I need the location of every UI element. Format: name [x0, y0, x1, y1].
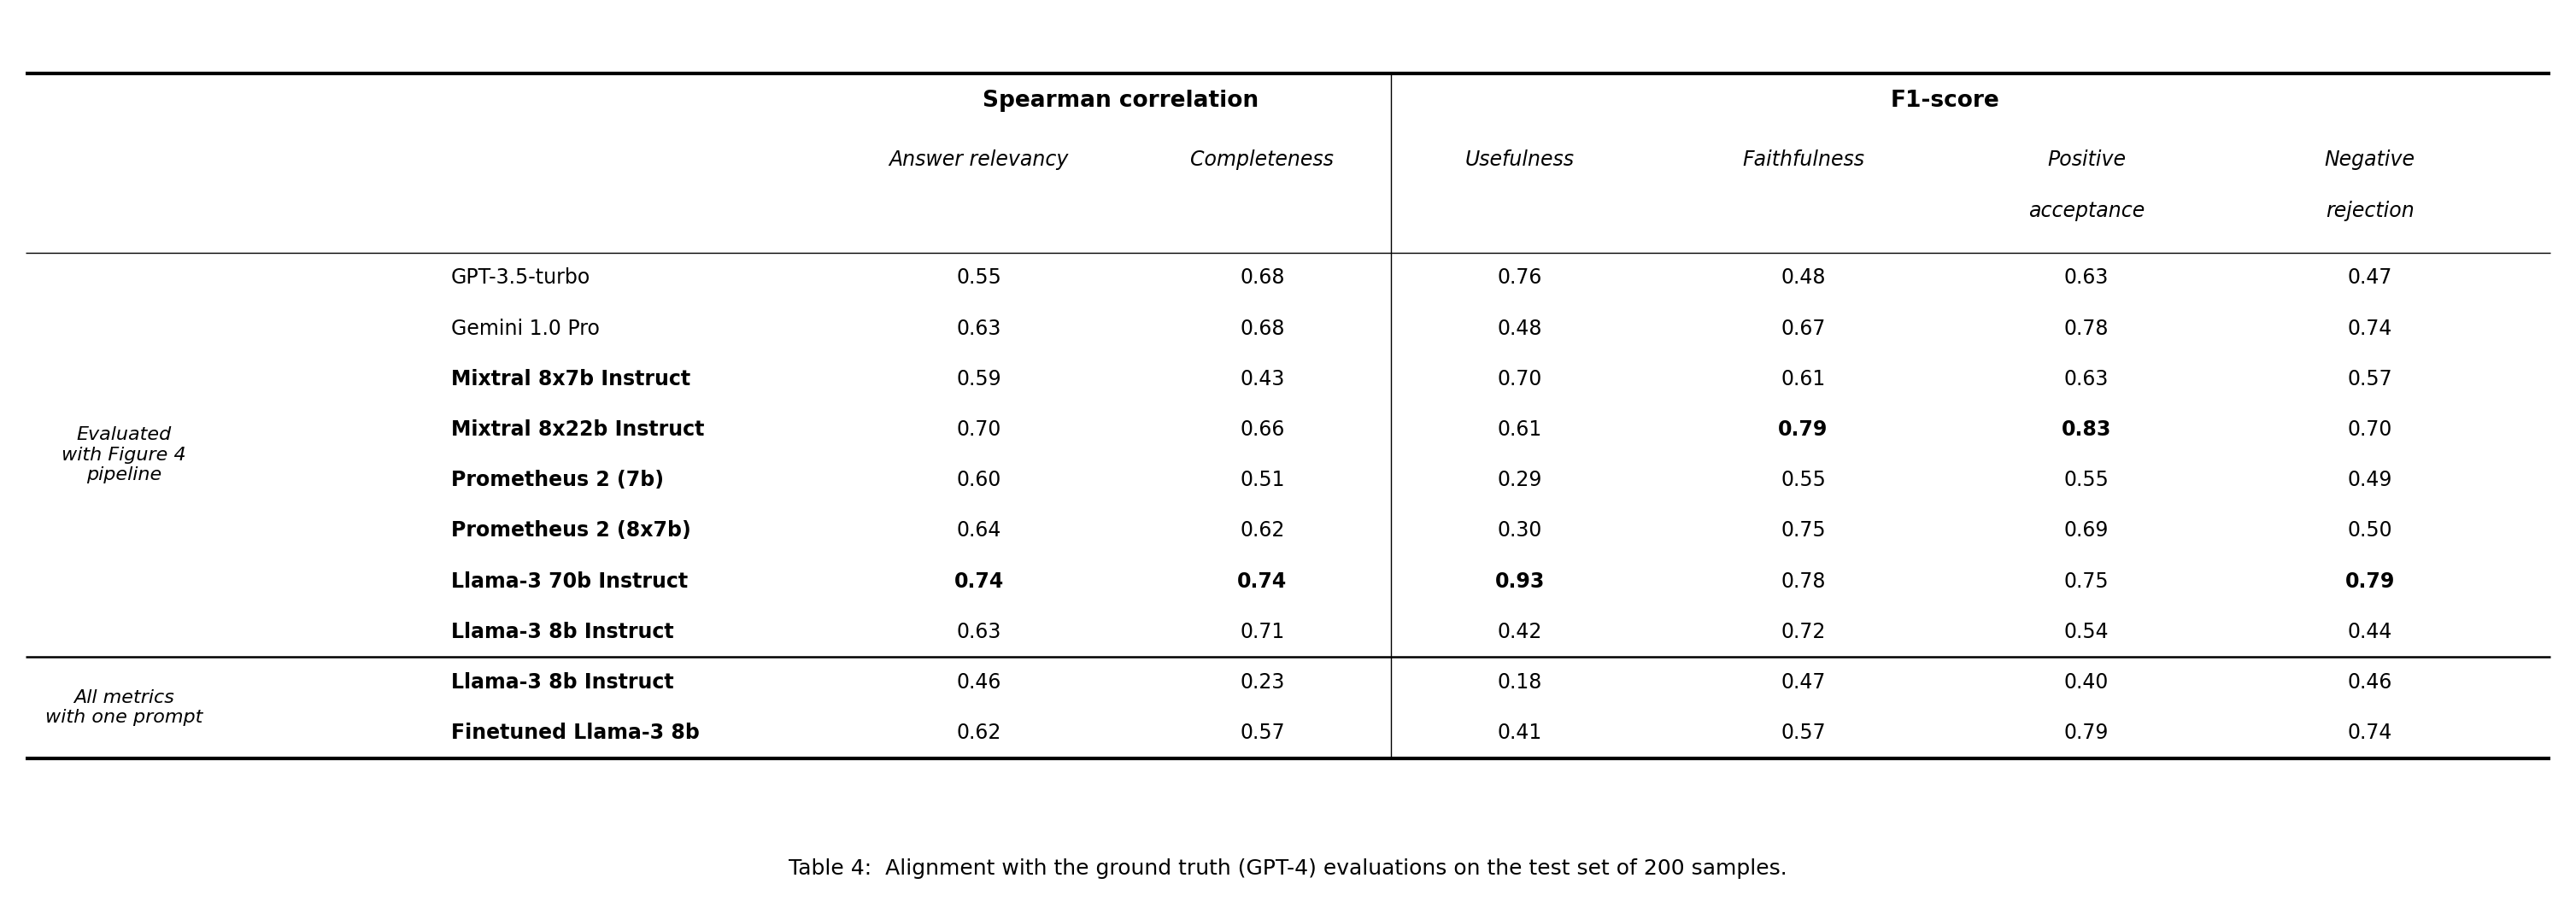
Text: 0.79: 0.79	[1777, 419, 1829, 440]
Text: Evaluated
with Figure 4
pipeline: Evaluated with Figure 4 pipeline	[62, 426, 185, 483]
Text: 0.55: 0.55	[2063, 470, 2110, 491]
Text: 0.29: 0.29	[1497, 470, 1543, 491]
Text: 0.63: 0.63	[2063, 267, 2110, 289]
Text: 0.18: 0.18	[1497, 672, 1543, 693]
Text: 0.57: 0.57	[2347, 369, 2393, 390]
Text: Positive: Positive	[2048, 150, 2125, 170]
Text: Prometheus 2 (7b): Prometheus 2 (7b)	[451, 470, 665, 491]
Text: acceptance: acceptance	[2027, 200, 2146, 221]
Text: 0.40: 0.40	[2063, 672, 2110, 693]
Text: 0.78: 0.78	[1780, 571, 1826, 592]
Text: Table 4:  Alignment with the ground truth (GPT-4) evaluations on the test set of: Table 4: Alignment with the ground truth…	[788, 858, 1788, 879]
Text: 0.46: 0.46	[956, 672, 1002, 693]
Text: 0.59: 0.59	[956, 369, 1002, 390]
Text: Spearman correlation: Spearman correlation	[981, 90, 1260, 112]
Text: 0.62: 0.62	[956, 722, 1002, 743]
Text: 0.79: 0.79	[2063, 722, 2110, 743]
Text: 0.70: 0.70	[2347, 419, 2393, 440]
Text: 0.70: 0.70	[956, 419, 1002, 440]
Text: 0.60: 0.60	[956, 470, 1002, 491]
Text: Completeness: Completeness	[1190, 150, 1334, 170]
Text: 0.75: 0.75	[2063, 571, 2110, 592]
Text: 0.61: 0.61	[1497, 419, 1543, 440]
Text: 0.74: 0.74	[1236, 571, 1288, 592]
Text: 0.83: 0.83	[2061, 419, 2112, 440]
Text: Prometheus 2 (8x7b): Prometheus 2 (8x7b)	[451, 520, 690, 541]
Text: Mixtral 8x7b Instruct: Mixtral 8x7b Instruct	[451, 369, 690, 390]
Text: 0.63: 0.63	[2063, 369, 2110, 390]
Text: 0.63: 0.63	[956, 621, 1002, 642]
Text: 0.54: 0.54	[2063, 621, 2110, 642]
Text: rejection: rejection	[2326, 200, 2414, 221]
Text: GPT-3.5-turbo: GPT-3.5-turbo	[451, 267, 590, 289]
Text: 0.93: 0.93	[1494, 571, 1546, 592]
Text: 0.23: 0.23	[1239, 672, 1285, 693]
Text: Finetuned Llama-3 8b: Finetuned Llama-3 8b	[451, 722, 698, 743]
Text: Mixtral 8x22b Instruct: Mixtral 8x22b Instruct	[451, 419, 703, 440]
Text: 0.74: 0.74	[2347, 318, 2393, 339]
Text: 0.51: 0.51	[1239, 470, 1285, 491]
Text: 0.62: 0.62	[1239, 520, 1285, 541]
Text: 0.79: 0.79	[2344, 571, 2396, 592]
Text: Faithfulness: Faithfulness	[1741, 150, 1865, 170]
Text: 0.30: 0.30	[1497, 520, 1543, 541]
Text: 0.74: 0.74	[2347, 722, 2393, 743]
Text: Llama-3 8b Instruct: Llama-3 8b Instruct	[451, 672, 672, 693]
Text: 0.43: 0.43	[1239, 369, 1285, 390]
Text: 0.47: 0.47	[2347, 267, 2393, 289]
Text: 0.46: 0.46	[2347, 672, 2393, 693]
Text: Llama-3 8b Instruct: Llama-3 8b Instruct	[451, 621, 672, 642]
Text: 0.66: 0.66	[1239, 419, 1285, 440]
Text: 0.48: 0.48	[1780, 267, 1826, 289]
Text: 0.41: 0.41	[1497, 722, 1543, 743]
Text: 0.76: 0.76	[1497, 267, 1543, 289]
Text: 0.49: 0.49	[2347, 470, 2393, 491]
Text: 0.78: 0.78	[2063, 318, 2110, 339]
Text: 0.61: 0.61	[1780, 369, 1826, 390]
Text: 0.50: 0.50	[2347, 520, 2393, 541]
Text: Answer relevancy: Answer relevancy	[889, 150, 1069, 170]
Text: 0.42: 0.42	[1497, 621, 1543, 642]
Text: 0.69: 0.69	[2063, 520, 2110, 541]
Text: 0.57: 0.57	[1780, 722, 1826, 743]
Text: 0.55: 0.55	[1780, 470, 1826, 491]
Text: 0.55: 0.55	[956, 267, 1002, 289]
Text: 0.68: 0.68	[1239, 267, 1285, 289]
Text: Usefulness: Usefulness	[1466, 150, 1574, 170]
Text: 0.68: 0.68	[1239, 318, 1285, 339]
Text: All metrics
with one prompt: All metrics with one prompt	[44, 689, 204, 726]
Text: 0.75: 0.75	[1780, 520, 1826, 541]
Text: Gemini 1.0 Pro: Gemini 1.0 Pro	[451, 318, 600, 339]
Text: Negative: Negative	[2324, 150, 2416, 170]
Text: 0.71: 0.71	[1239, 621, 1285, 642]
Text: 0.63: 0.63	[956, 318, 1002, 339]
Text: 0.74: 0.74	[953, 571, 1005, 592]
Text: Llama-3 70b Instruct: Llama-3 70b Instruct	[451, 571, 688, 592]
Text: 0.67: 0.67	[1780, 318, 1826, 339]
Text: 0.57: 0.57	[1239, 722, 1285, 743]
Text: F1-score: F1-score	[1891, 90, 1999, 112]
Text: 0.70: 0.70	[1497, 369, 1543, 390]
Text: 0.47: 0.47	[1780, 672, 1826, 693]
Text: 0.64: 0.64	[956, 520, 1002, 541]
Text: 0.44: 0.44	[2347, 621, 2393, 642]
Text: 0.72: 0.72	[1780, 621, 1826, 642]
Text: 0.48: 0.48	[1497, 318, 1543, 339]
